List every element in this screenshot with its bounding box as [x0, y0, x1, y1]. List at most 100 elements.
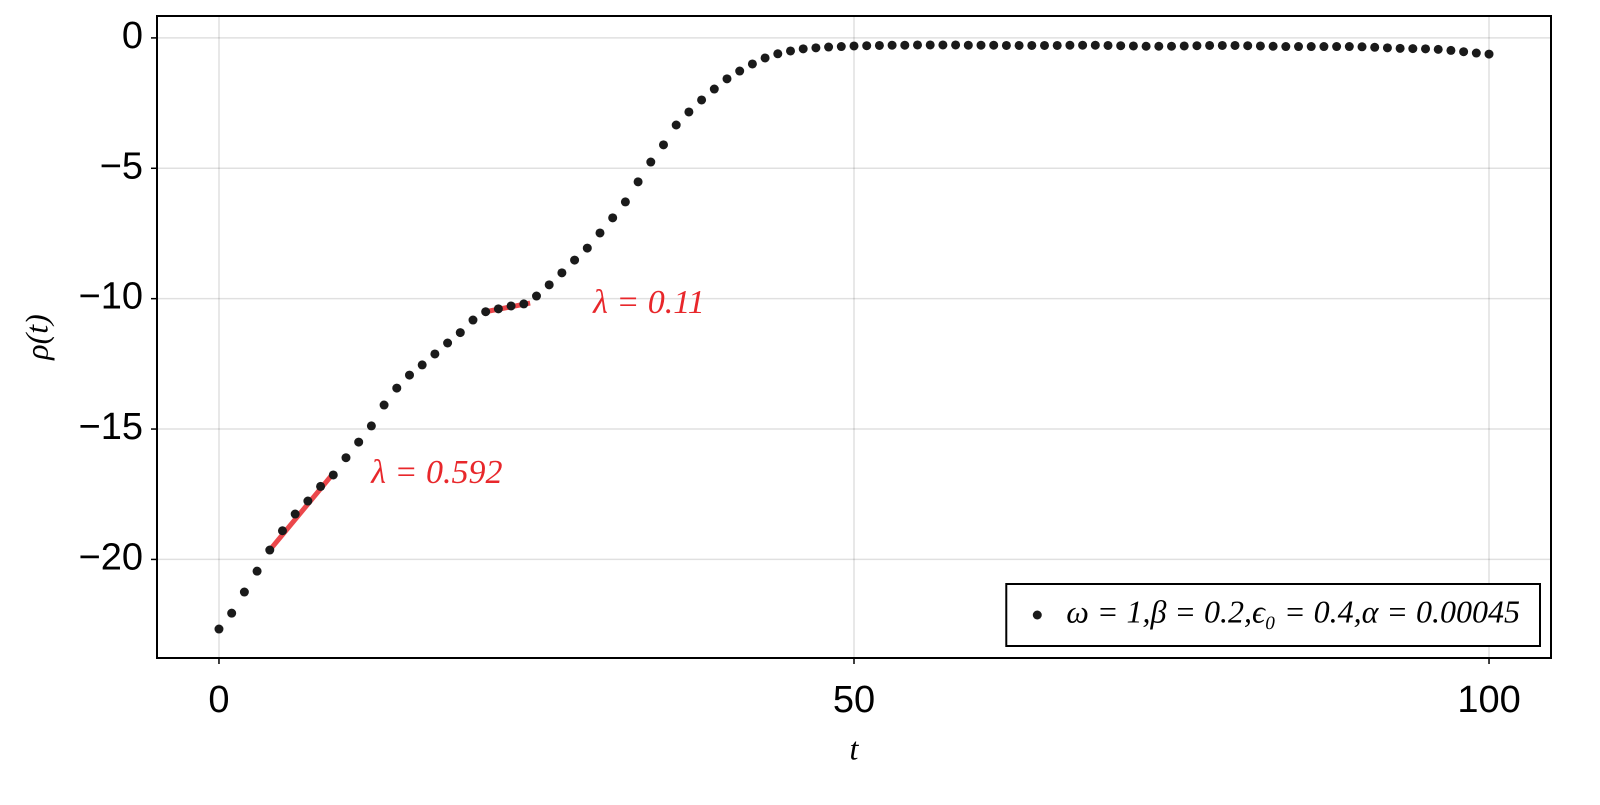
data-point: [1103, 40, 1113, 50]
data-point: [1141, 41, 1151, 51]
data-point: [1344, 42, 1354, 52]
data-point: [519, 299, 529, 309]
data-point: [620, 197, 630, 207]
data-point: [1446, 45, 1456, 55]
data-point: [354, 437, 364, 447]
data-point: [328, 470, 338, 480]
data-point: [798, 44, 808, 54]
data-point: [646, 157, 656, 167]
data-point: [1459, 47, 1469, 57]
data-point: [1052, 40, 1062, 50]
data-point: [1370, 42, 1380, 52]
x-axis-label: t: [850, 730, 860, 766]
data-point: [1154, 41, 1164, 51]
data-point: [1001, 40, 1011, 50]
data-point: [684, 107, 694, 117]
data-point: [722, 74, 732, 84]
data-point: [582, 243, 592, 253]
data-point: [900, 40, 910, 50]
data-point: [773, 49, 783, 59]
data-point: [252, 566, 262, 576]
y-tick-label: −20: [79, 536, 143, 578]
legend-label: ω = 1,β = 0.2,ϵ₀ = 0.4,α = 0.00045: [1066, 593, 1520, 629]
data-point: [824, 42, 834, 52]
data-point: [747, 59, 757, 69]
y-tick-label: −15: [79, 406, 143, 448]
data-point: [1484, 49, 1494, 59]
data-point: [697, 95, 707, 105]
data-point: [1040, 40, 1050, 50]
data-point: [938, 40, 948, 50]
data-point: [1395, 43, 1405, 53]
data-point: [1433, 44, 1443, 54]
data-point: [303, 496, 313, 506]
data-point: [1014, 40, 1024, 50]
data-point: [1471, 48, 1481, 58]
data-point: [1332, 42, 1342, 52]
data-point: [976, 40, 986, 50]
data-point: [570, 255, 580, 265]
data-point: [239, 587, 249, 597]
data-point: [379, 400, 389, 410]
data-point: [1027, 40, 1037, 50]
data-point: [1078, 40, 1088, 50]
data-point: [227, 608, 237, 618]
data-point: [531, 291, 541, 301]
data-point: [913, 40, 923, 50]
data-point: [277, 526, 287, 536]
data-point: [1179, 41, 1189, 51]
data-point: [468, 315, 478, 325]
data-point: [557, 268, 567, 278]
legend-box: [1005, 583, 1541, 647]
x-tick-label: 0: [208, 679, 229, 721]
annotation: λ = 0.11: [592, 284, 705, 321]
data-point: [1090, 40, 1100, 50]
data-point: [392, 383, 402, 393]
data-point: [887, 40, 897, 50]
data-point: [989, 40, 999, 50]
data-point: [608, 213, 618, 223]
data-point: [1294, 42, 1304, 52]
data-point: [481, 307, 491, 317]
x-tick-label: 100: [1457, 679, 1520, 721]
data-point: [1255, 41, 1265, 51]
data-point: [265, 545, 275, 555]
data-point: [1243, 41, 1253, 51]
data-point: [214, 624, 224, 634]
data-point: [493, 304, 503, 314]
data-point: [443, 338, 453, 348]
plot-frame: [156, 15, 1552, 659]
annotation: λ = 0.592: [370, 454, 502, 491]
data-point: [951, 40, 961, 50]
data-point: [506, 301, 516, 311]
y-tick-label: 0: [122, 15, 143, 57]
data-point: [849, 41, 859, 51]
data-point: [1116, 41, 1126, 51]
data-point: [735, 66, 745, 76]
data-point: [1065, 40, 1075, 50]
x-tick-label: 50: [833, 679, 875, 721]
data-point: [874, 40, 884, 50]
data-point: [671, 120, 681, 130]
data-point: [1217, 40, 1227, 50]
data-point: [785, 46, 795, 56]
data-point: [544, 280, 554, 290]
data-point: [963, 40, 973, 50]
data-point: [1319, 42, 1329, 52]
data-point: [1408, 44, 1418, 54]
data-point: [862, 41, 872, 51]
data-point: [595, 228, 605, 238]
data-point: [1192, 41, 1202, 51]
data-point: [925, 40, 935, 50]
data-point: [1306, 42, 1316, 52]
data-point: [633, 177, 643, 187]
data-point: [1357, 42, 1367, 52]
data-point: [709, 84, 719, 94]
data-point: [366, 421, 376, 431]
data-point: [760, 53, 770, 63]
data-point: [1268, 41, 1278, 51]
y-axis-label: ρ(t): [18, 314, 54, 361]
data-point: [1128, 41, 1138, 51]
data-point: [1230, 40, 1240, 50]
